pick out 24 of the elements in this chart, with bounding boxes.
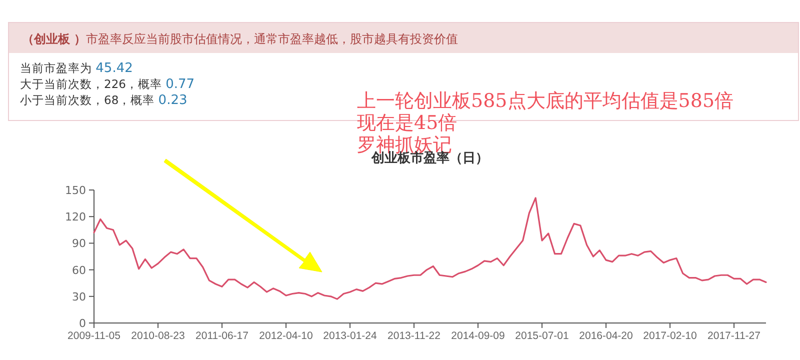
x-tick-label: 2012-04-10	[259, 330, 314, 342]
x-tick-label: 2015-07-01	[515, 330, 570, 342]
y-tick-label: 90	[72, 237, 86, 250]
text: （创业板 ）市盈率反应当前股市估值情况，通常市盈率越低，股市越具有投资价值	[22, 32, 458, 46]
y-tick-label: 30	[72, 290, 86, 304]
text: 现在是45倍	[357, 112, 458, 134]
y-tick-label: 0	[79, 317, 86, 330]
y-tick-label: 150	[65, 184, 86, 197]
x-tick-label: 2014-09-09	[451, 330, 506, 342]
x-tick-label: 2009-11-05	[68, 330, 121, 342]
text: 上一轮创业板585点大底的平均估值是585倍	[357, 90, 734, 112]
text: 大于当前次数，226，概率 0.77	[20, 77, 195, 92]
y-tick-label: 120	[65, 210, 86, 224]
x-tick-label: 2010-08-23	[131, 330, 186, 342]
x-tick-label: 2013-11-22	[388, 330, 441, 342]
line-series	[93, 197, 767, 300]
x-tick-label: 2011-06-17	[196, 330, 249, 342]
x-tick-label: 2016-04-20	[579, 330, 634, 342]
x-tick-label: 2013-01-24	[323, 330, 378, 342]
x-tick-label: 2017-11-27	[708, 330, 761, 342]
y-tick-label: 60	[72, 264, 86, 277]
x-tick-label: 2017-02-10	[643, 330, 698, 342]
text: 当前市盈率为 45.42	[20, 61, 133, 76]
text: 小于当前次数，68，概率 0.23	[20, 93, 188, 108]
